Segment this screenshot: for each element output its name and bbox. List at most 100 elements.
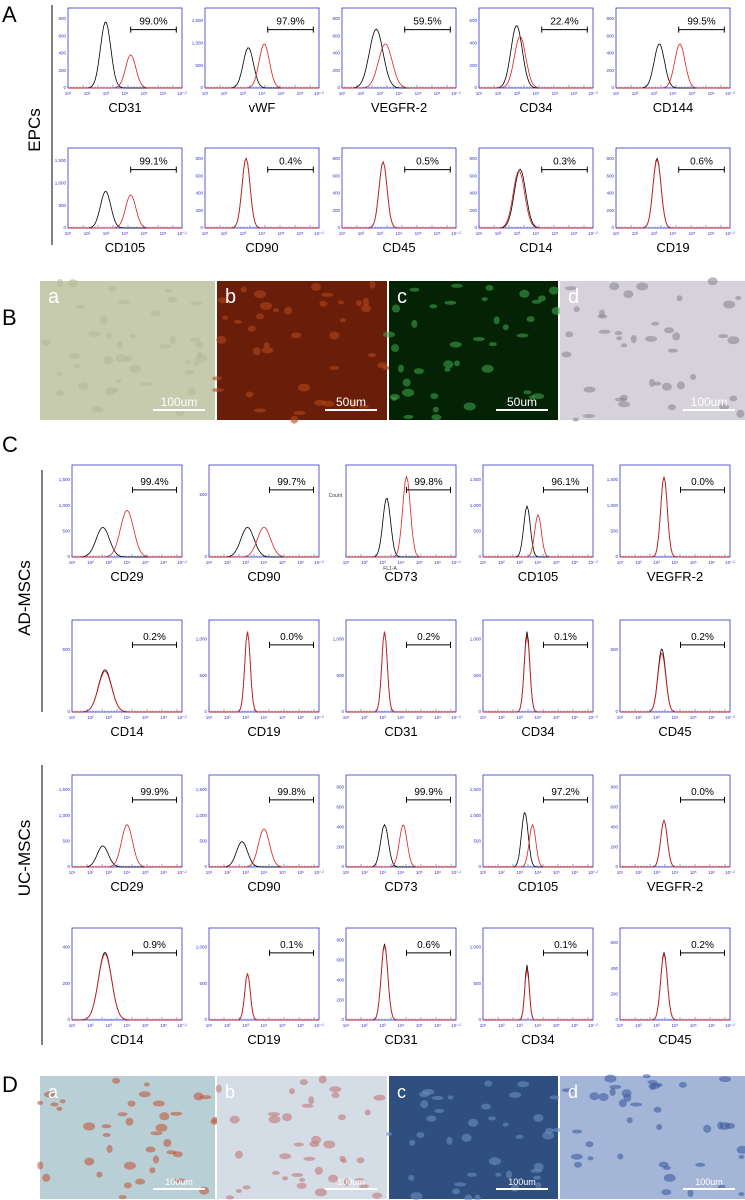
cell [449, 341, 462, 348]
cell [167, 296, 178, 303]
y-tick-label: 200 [469, 208, 477, 213]
x-tick-label: 10⁷·² [725, 231, 735, 236]
x-tick-label: 10¹ [69, 1023, 76, 1028]
x-tick-label: 10⁶ [160, 870, 167, 875]
cell [735, 296, 742, 300]
cell [242, 1185, 251, 1190]
cell [361, 304, 372, 313]
percent-label: 22.4% [550, 17, 578, 28]
x-tick-label: 10¹ [476, 91, 483, 96]
plot-frame [482, 464, 594, 558]
percent-label: 99.1% [139, 157, 167, 168]
cell [687, 1189, 694, 1198]
x-tick-label: 10⁴ [124, 1023, 131, 1028]
x-tick-label: 10⁷·² [314, 91, 324, 96]
cell [291, 332, 302, 339]
x-tick-label: 10⁴ [535, 560, 542, 565]
cell [138, 1091, 151, 1098]
x-tick-label: 10² [632, 91, 639, 96]
cell [369, 280, 376, 289]
cell [84, 1157, 95, 1166]
y-tick-label: 0 [341, 1017, 344, 1022]
x-tick-label: 10⁷·² [177, 870, 187, 875]
x-tick-label: 10² [221, 91, 228, 96]
histogram: 0 500 1,000 10¹ 10² 10³ 10⁴ 10⁵ 10⁶ 10⁷·² 0.1% CD19 [196, 927, 324, 1047]
cell [653, 1106, 662, 1113]
cell [502, 324, 509, 331]
x-tick-label: 10⁶ [434, 715, 441, 720]
cell [464, 1194, 473, 1200]
cell [150, 1131, 163, 1136]
cell [474, 1194, 481, 1200]
cell [233, 319, 242, 324]
cell [452, 1188, 461, 1195]
cell [515, 1134, 524, 1139]
plot-frame [619, 927, 731, 1021]
histogram-curve [209, 526, 319, 558]
y-tick-label: 500 [473, 673, 481, 678]
x-tick-label: 10³ [514, 91, 521, 96]
cell [738, 1154, 745, 1159]
marker-label: VEGFR-2 [647, 569, 703, 584]
cell [609, 1084, 622, 1089]
cell [695, 1162, 706, 1167]
y-tick-label: 0 [478, 709, 481, 714]
cell [650, 1082, 663, 1087]
cell [488, 342, 497, 347]
cell [212, 388, 225, 392]
y-tick-label: 0 [474, 225, 477, 230]
scale-label: 100um [691, 395, 728, 409]
y-tick-label: 0 [204, 554, 207, 559]
cell [261, 347, 274, 354]
x-tick-label: 10⁵ [416, 1023, 423, 1028]
y-tick-label: 800 [606, 156, 614, 161]
cell [273, 308, 279, 313]
y-tick-label: 200 [332, 208, 340, 213]
x-tick-label: 10⁶ [297, 1023, 304, 1028]
marker-label: CD45 [658, 724, 691, 739]
cell [533, 1162, 544, 1171]
y-tick-label: 1,000 [192, 40, 204, 45]
y-tick-label: 200 [62, 981, 70, 986]
y-tick-label: 0 [67, 1017, 70, 1022]
x-tick-label: 10² [361, 560, 368, 565]
y-tick-label: 1,000 [470, 503, 482, 508]
cell [609, 282, 620, 291]
plot-frame [341, 7, 457, 89]
cell [337, 1114, 346, 1121]
y-tick-label: 0 [67, 554, 70, 559]
x-tick-label: 10³ [516, 560, 523, 565]
x-tick-label: 10⁷·² [177, 1023, 187, 1028]
x-tick-label: 10² [498, 715, 505, 720]
cell [420, 1100, 429, 1109]
marker-label: CD31 [108, 100, 141, 115]
cell [484, 1080, 493, 1087]
cell [526, 316, 535, 323]
x-tick-label: 10⁴ [533, 231, 540, 236]
x-tick-label: 10³ [379, 715, 386, 720]
x-tick-label: 10⁵ [142, 560, 149, 565]
cell [135, 1178, 146, 1185]
histogram: 0 500 1,000 10¹ 10² 10³ 10⁴ 10⁵ 10⁶ 10⁷·² 0.0% CD19 [196, 619, 324, 739]
y-tick-label: 600 [332, 33, 340, 38]
histogram: Count FL1-A 10¹ 10² 10³ 10⁴ 10⁵ 10⁶ 10⁷·² 99.8% CD… [329, 464, 461, 584]
x-tick-label: 10⁵ [552, 231, 559, 236]
cell [293, 410, 306, 415]
percent-label: 0.3% [553, 157, 576, 168]
x-tick-label: 10⁷·² [725, 560, 735, 565]
percent-label: 0.0% [691, 477, 714, 488]
cell [472, 337, 485, 342]
histogram-curve [72, 824, 182, 868]
y-tick-label: 1,000 [55, 180, 67, 185]
plot-frame [67, 147, 183, 229]
micrograph [40, 1076, 215, 1199]
x-tick-label: 10² [635, 560, 642, 565]
histogram: 0 500 1,000 10¹ 10² 10³ 10⁴ 10⁵ 10⁶ 10⁷·² 0.1% CD34 [470, 619, 598, 739]
histogram: 0 200 400 600 800 10¹ 10² 10³ 10⁴ 10⁵ 10⁶ 10⁷·² 0.6%… [606, 147, 735, 255]
cell [59, 1099, 66, 1104]
plot-frame [71, 774, 183, 868]
x-tick-label: 10² [84, 231, 91, 236]
histogram-curve [620, 476, 730, 558]
cell [572, 417, 579, 422]
histogram-curve [479, 35, 593, 89]
